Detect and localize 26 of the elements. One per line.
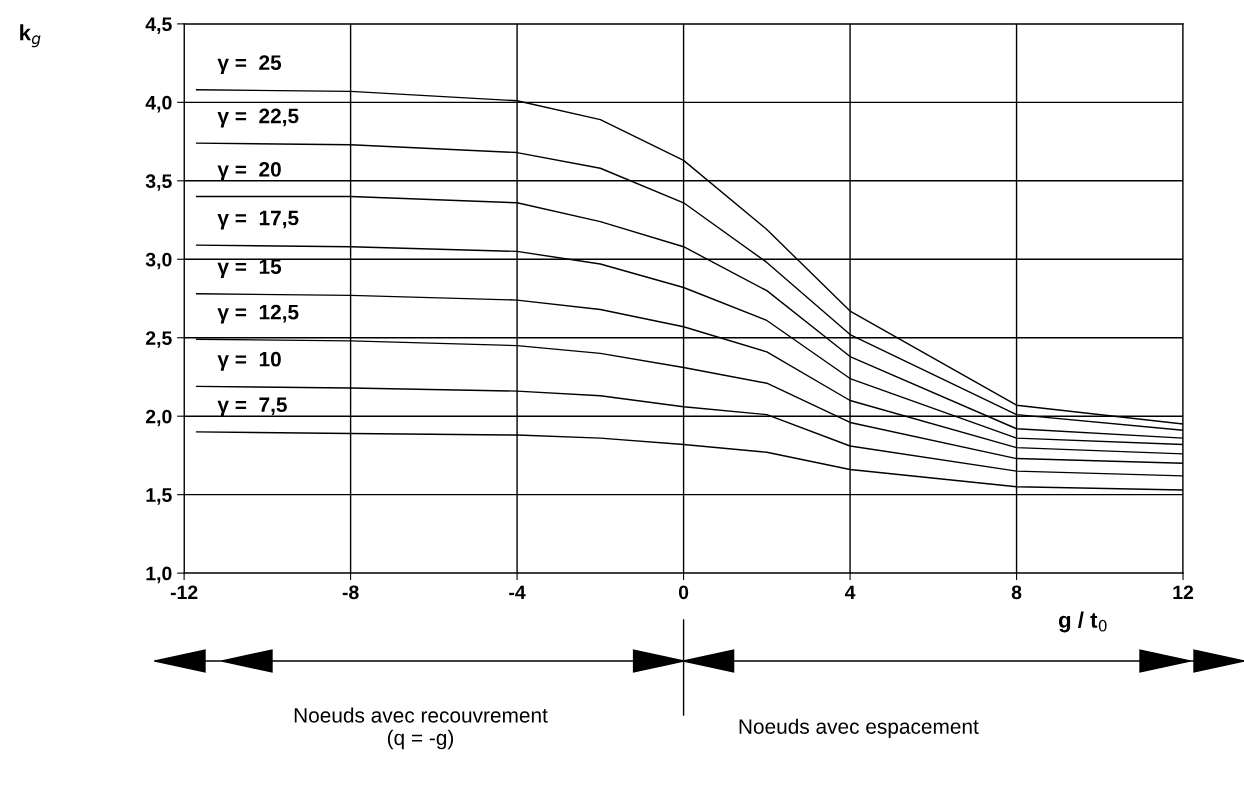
series-label: γ = 10	[217, 351, 281, 371]
text: Noeuds avec recouvrement (q = -g)	[294, 707, 548, 750]
series-label: γ = 22,5	[217, 108, 299, 128]
y-tick-label: 2,5	[145, 331, 172, 348]
x-tick-label: 0	[678, 585, 689, 600]
x-tick-label: -12	[170, 585, 198, 600]
x-tick-label: -8	[342, 585, 359, 600]
x-tick-label: 12	[1173, 585, 1194, 600]
y-tick-label: 1,5	[146, 488, 172, 505]
x-axis-title: g / t$_{0}$	[1058, 611, 1107, 633]
series-label: γ = 20	[217, 161, 281, 181]
text: Noeuds avec espacement	[739, 718, 979, 739]
y-tick-label: 2,0	[145, 409, 172, 427]
y-tick-label: 3,0	[145, 252, 172, 270]
x-tick-label: -4	[509, 585, 526, 600]
x-tick-label: 4	[844, 585, 856, 600]
series-label: γ = 25	[217, 55, 282, 75]
y-tick-label: 4,0	[145, 95, 172, 113]
y-tick-label: 4,5	[145, 17, 172, 34]
y-tick-label: 3,5	[145, 174, 172, 191]
y-tick-label: 1,0	[146, 566, 172, 584]
y-axis-title: k$_{g}$	[20, 24, 41, 48]
series-label: γ = 12,5	[217, 304, 299, 324]
series-label: γ = 17,5	[217, 210, 299, 230]
series-label: γ = 7,5	[217, 397, 287, 417]
x-tick-label: 8	[1011, 585, 1022, 600]
